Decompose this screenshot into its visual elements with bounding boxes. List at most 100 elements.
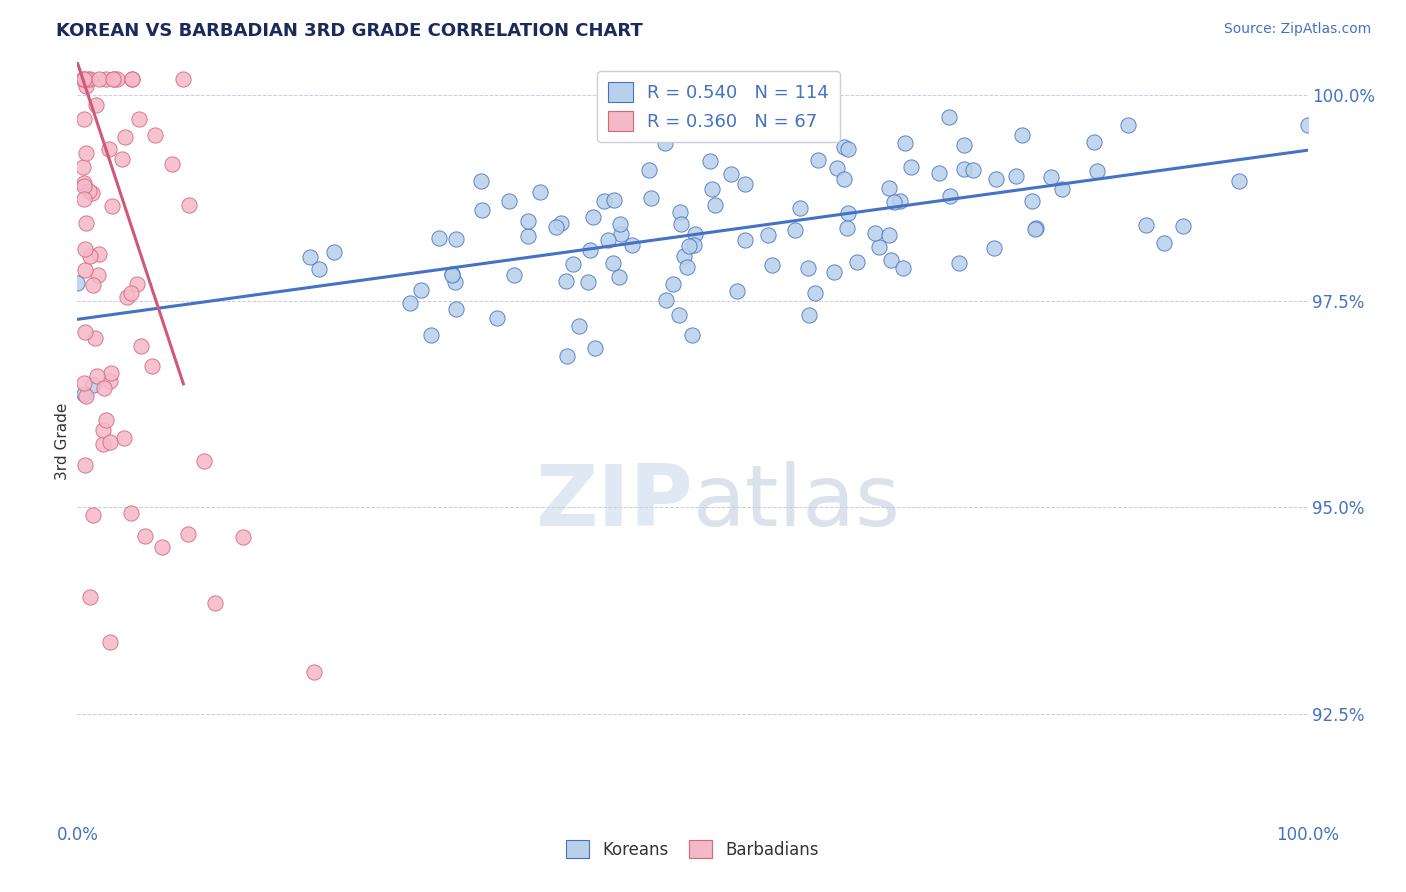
Point: [94, 71, 117, 86]
Point: [894, 136, 917, 151]
Point: [579, 243, 602, 257]
Point: [703, 198, 725, 212]
Point: [302, 665, 325, 680]
Point: [75, 458, 97, 472]
Point: [129, 339, 152, 353]
Point: [98, 434, 121, 449]
Point: [699, 153, 721, 168]
Point: [803, 286, 825, 301]
Point: [91, 423, 114, 437]
Point: [420, 328, 443, 343]
Point: [323, 244, 346, 259]
Point: [678, 239, 700, 253]
Text: KOREAN VS BARBADIAN 3RD GRADE CORRELATION CHART: KOREAN VS BARBADIAN 3RD GRADE CORRELATIO…: [56, 22, 643, 40]
Point: [673, 249, 696, 263]
Point: [837, 206, 859, 220]
Point: [846, 255, 869, 269]
Point: [120, 506, 142, 520]
Text: Source: ZipAtlas.com: Source: ZipAtlas.com: [1223, 22, 1371, 37]
Text: atlas: atlas: [693, 460, 900, 544]
Point: [172, 71, 194, 86]
Point: [900, 160, 922, 174]
Point: [609, 227, 631, 242]
Point: [98, 142, 121, 156]
Point: [654, 136, 676, 150]
Point: [607, 269, 630, 284]
Point: [299, 251, 322, 265]
Point: [82, 508, 104, 522]
Point: [75, 242, 97, 256]
Point: [832, 139, 855, 153]
Point: [114, 130, 136, 145]
Point: [789, 201, 811, 215]
Point: [1050, 182, 1073, 196]
Point: [863, 226, 886, 240]
Point: [73, 387, 96, 401]
Point: [938, 110, 960, 124]
Point: [101, 71, 124, 86]
Point: [121, 71, 143, 86]
Point: [516, 213, 538, 227]
Point: [544, 220, 567, 235]
Point: [79, 591, 101, 605]
Point: [100, 199, 122, 213]
Point: [683, 237, 706, 252]
Point: [134, 529, 156, 543]
Point: [409, 283, 432, 297]
Point: [583, 342, 606, 356]
Point: [73, 112, 96, 127]
Point: [603, 193, 626, 207]
Point: [89, 71, 111, 86]
Point: [576, 275, 599, 289]
Point: [145, 128, 167, 143]
Point: [668, 308, 690, 322]
Point: [91, 437, 114, 451]
Point: [150, 540, 173, 554]
Point: [725, 285, 748, 299]
Point: [756, 227, 779, 242]
Point: [640, 190, 662, 204]
Point: [73, 71, 96, 86]
Point: [683, 227, 706, 241]
Point: [783, 223, 806, 237]
Point: [94, 413, 117, 427]
Point: [98, 635, 121, 649]
Point: [444, 232, 467, 246]
Point: [953, 138, 976, 153]
Text: ZIP: ZIP: [534, 460, 693, 544]
Point: [807, 153, 830, 167]
Point: [103, 71, 125, 86]
Point: [444, 275, 467, 289]
Point: [1040, 170, 1063, 185]
Point: [596, 233, 619, 247]
Point: [73, 325, 96, 339]
Point: [76, 71, 98, 86]
Point: [120, 286, 142, 301]
Point: [82, 378, 104, 392]
Point: [609, 217, 631, 231]
Point: [160, 157, 183, 171]
Point: [1005, 169, 1028, 184]
Point: [73, 376, 96, 390]
Point: [1173, 219, 1195, 233]
Point: [550, 216, 572, 230]
Point: [82, 278, 104, 293]
Point: [554, 274, 576, 288]
Point: [582, 210, 605, 224]
Point: [84, 98, 107, 112]
Point: [111, 153, 134, 167]
Point: [1085, 164, 1108, 178]
Point: [877, 228, 900, 243]
Point: [835, 220, 858, 235]
Point: [761, 259, 783, 273]
Point: [75, 389, 97, 403]
Point: [880, 253, 903, 268]
Point: [441, 268, 464, 282]
Point: [441, 268, 464, 282]
Point: [86, 368, 108, 383]
Point: [77, 184, 100, 198]
Point: [734, 233, 756, 247]
Point: [125, 277, 148, 292]
Point: [66, 276, 89, 290]
Point: [675, 260, 697, 274]
